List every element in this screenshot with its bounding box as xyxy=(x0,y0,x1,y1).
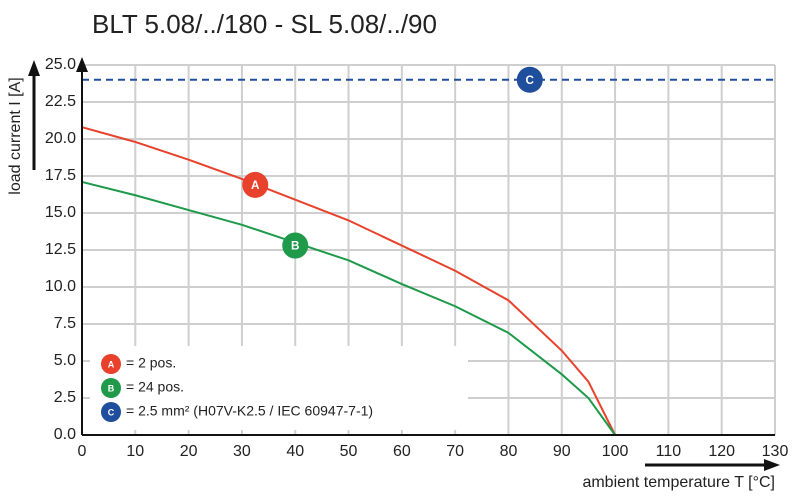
y-axis-label: load current I [A] xyxy=(7,77,24,194)
y-label-arrowhead xyxy=(28,60,40,76)
series-line xyxy=(81,126,616,436)
x-tick-label: 100 xyxy=(602,443,629,460)
x-tick-label: 110 xyxy=(656,443,682,460)
x-axis-label: ambient temperature T [°C] xyxy=(582,474,775,491)
y-tick-label: 25.0 xyxy=(45,56,76,73)
x-label-arrowhead xyxy=(764,459,780,471)
y-tick-label: 20.0 xyxy=(45,130,76,147)
legend-box xyxy=(90,346,468,430)
y-arrow xyxy=(76,57,88,72)
x-tick-label: 10 xyxy=(126,443,144,460)
y-tick-label: 15.0 xyxy=(45,204,76,221)
marker-badge xyxy=(516,66,543,93)
legend-label: = 2 pos. xyxy=(126,355,176,371)
y-tick-label: 2.5 xyxy=(54,389,76,406)
x-tick-label: 90 xyxy=(553,443,571,460)
x-tick-label: 70 xyxy=(446,443,464,460)
y-tick-label: 10.0 xyxy=(45,278,76,295)
marker-letter: C xyxy=(526,74,535,87)
x-tick-label: 60 xyxy=(393,443,411,460)
marker-letter: B xyxy=(108,383,115,393)
plot: A B C xyxy=(81,66,775,436)
y-tick-label: 12.5 xyxy=(45,241,76,258)
marker-letter: A xyxy=(108,359,115,369)
x-tick-label: 40 xyxy=(286,443,304,460)
marker-badge xyxy=(101,402,121,422)
x-tick-label: 20 xyxy=(180,443,198,460)
legend-label: = 24 pos. xyxy=(126,379,184,395)
marker-badge xyxy=(282,232,309,259)
x-tick-label: 120 xyxy=(708,443,735,460)
marker-badge xyxy=(101,354,121,374)
marker-badge xyxy=(101,378,121,398)
y-tick-label: 5.0 xyxy=(54,352,76,369)
y-tick-label: 0.0 xyxy=(54,426,76,443)
x-tick-label: 130 xyxy=(762,443,789,460)
legend: A = 2 pos. B = 24 pos. C = 2.5 mm² (H07V-K2.5… xyxy=(90,346,468,430)
marker-letter: B xyxy=(291,240,299,253)
marker-letter: C xyxy=(108,407,115,417)
y-tick-label: 7.5 xyxy=(54,315,76,332)
y-tick-label: 22.5 xyxy=(45,93,76,110)
series-line xyxy=(81,180,616,436)
chart-title: BLT 5.08/../180 - SL 5.08/../90 xyxy=(92,9,437,39)
axes xyxy=(28,57,780,471)
legend-label: = 2.5 mm² (H07V-K2.5 / IEC 60947-7-1) xyxy=(126,403,373,419)
x-tick-label: 30 xyxy=(233,443,251,460)
marker-letter: A xyxy=(251,179,260,192)
x-tick-label: 80 xyxy=(500,443,518,460)
x-tick-label: 0 xyxy=(78,443,87,460)
marker-badge xyxy=(242,171,269,198)
y-tick-label: 17.5 xyxy=(45,167,76,184)
x-tick-label: 50 xyxy=(340,443,358,460)
